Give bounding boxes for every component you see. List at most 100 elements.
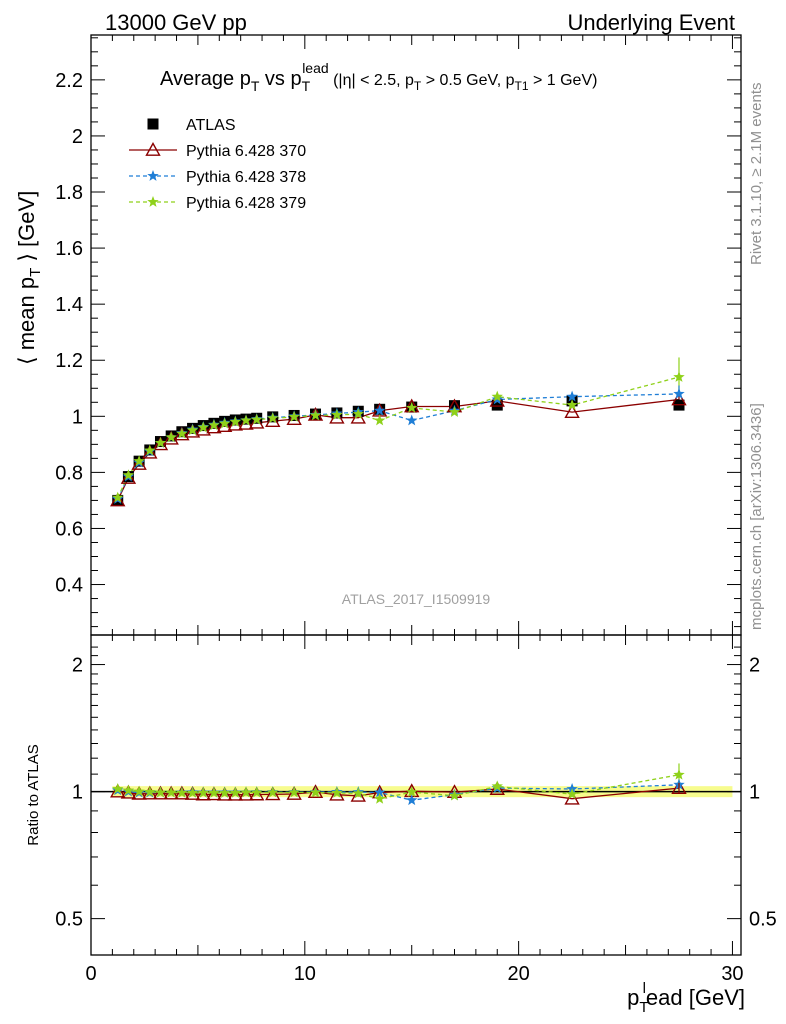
y-tick-label: 1.8 — [55, 182, 83, 204]
ratio-point — [144, 785, 156, 797]
data-point-mc — [373, 414, 386, 426]
data-point-mc — [197, 421, 209, 433]
data-point-mc — [373, 404, 386, 416]
ratio-point — [133, 785, 145, 797]
ratio-plot-frame — [90, 634, 742, 956]
data-point-mc — [251, 413, 263, 425]
data-point-mc — [238, 415, 254, 430]
x-tick-label: 20 — [508, 963, 530, 985]
ratio-point — [112, 783, 124, 794]
ratio-point — [448, 789, 461, 801]
ratio-point — [566, 788, 578, 800]
ratio-point — [267, 786, 279, 798]
analysis-watermark: ATLAS_2017_I1509919 — [342, 591, 491, 607]
ratio-point — [216, 786, 233, 801]
ratio-y-tick-label-right: 2 — [749, 655, 760, 677]
ratio-point — [491, 780, 503, 792]
legend-marker — [147, 118, 159, 130]
y-tick-label: 1.4 — [55, 294, 83, 316]
legend-label: Pythia 6.428 378 — [186, 169, 306, 186]
ratio-point — [186, 786, 199, 798]
ratio-point — [165, 786, 177, 798]
data-point-mc — [154, 436, 167, 448]
x-tick-label: 30 — [721, 963, 743, 985]
data-point-mc — [176, 427, 188, 439]
data-point-atlas — [491, 399, 503, 411]
data-point-mc — [673, 387, 685, 399]
data-point-mc — [566, 399, 578, 410]
ratio-point — [309, 786, 322, 798]
ratio-y-tick-label: 1 — [72, 782, 83, 804]
ratio-point — [373, 792, 386, 804]
data-point-mc — [133, 455, 145, 467]
data-point-mc — [406, 401, 418, 413]
data-point-mc — [671, 391, 687, 406]
y-tick-label: 2 — [72, 126, 83, 148]
data-point-mc — [448, 406, 461, 417]
data-point-mc — [208, 419, 220, 431]
data-point-mc — [404, 398, 420, 413]
data-point-mc — [186, 424, 199, 436]
data-point-mc — [331, 408, 343, 420]
ratio-point — [152, 785, 169, 800]
ratio-point — [240, 786, 252, 798]
y-tick-label: 1.2 — [55, 350, 83, 372]
data-point-mc — [249, 414, 265, 429]
ratio-point — [176, 786, 188, 798]
data-point-mc — [216, 418, 233, 433]
y-tick-label: 0.6 — [55, 518, 83, 540]
data-point-mc — [564, 404, 580, 419]
ratio-y-axis-label: Ratio to ATLAS — [25, 744, 42, 845]
data-point-mc — [229, 415, 242, 427]
chart-marks-group: 0 10 20 30 0.4 0.6 0.8 1 1.2 1.4 1.6 1.8 2 2.2 0.5 0.5 1… — [55, 34, 777, 985]
ratio-point — [350, 787, 366, 802]
data-point-mc — [152, 436, 169, 451]
data-point-mc — [120, 470, 137, 484]
data-point-mc — [265, 413, 281, 427]
y-tick-label: 2.2 — [55, 70, 83, 92]
data-point-mc — [195, 421, 211, 436]
ratio-point — [329, 786, 345, 801]
y-tick-label: 1 — [72, 406, 83, 428]
data-point-mc — [309, 409, 322, 421]
data-point-mc — [288, 410, 300, 422]
y-tick-label: 0.8 — [55, 462, 83, 484]
data-point-mc — [184, 423, 201, 438]
legend-marker — [145, 142, 161, 156]
data-point-mc — [329, 409, 345, 424]
ratio-point — [208, 786, 220, 798]
data-point-mc — [218, 417, 231, 429]
data-point-mc — [131, 456, 147, 470]
header-right-label: Underlying Event — [567, 10, 735, 35]
x-axis-label: pTlead [GeV] — [627, 980, 745, 1016]
data-point-mc — [286, 411, 302, 426]
ratio-point — [406, 786, 418, 797]
rivet-version-label: Rivet 3.1.10, ≥ 2.1M events — [748, 83, 765, 266]
x-tick-label: 10 — [294, 963, 316, 985]
data-point-mc — [142, 444, 158, 459]
ratio-point — [122, 784, 135, 796]
ratio-point — [288, 786, 300, 798]
main-y-axis-label: ⟨ mean pT ⟩ [GeV] — [14, 191, 44, 365]
y-tick-label: 1.6 — [55, 238, 83, 260]
legend-marker — [147, 196, 159, 207]
ratio-point — [251, 786, 263, 798]
data-point-mc — [110, 492, 126, 507]
data-point-mc — [227, 416, 244, 431]
header-left-label: 13000 GeV pp — [105, 10, 247, 35]
legend-label: ATLAS — [186, 117, 236, 134]
ratio-point — [373, 786, 386, 798]
data-point-mc — [267, 412, 279, 424]
legend-label: Pythia 6.428 370 — [186, 143, 306, 160]
data-point-mc — [673, 371, 685, 382]
ratio-point — [238, 786, 254, 801]
main-plot-title: Average pT vs pTlead (|η| < 2.5, pT > 0.… — [160, 60, 597, 94]
data-point-mc — [352, 408, 364, 419]
ratio-y-tick-label: 2 — [72, 655, 83, 677]
data-point-mc — [240, 414, 252, 426]
mcplots-reference-label: mcplots.cern.ch [arXiv:1306.3436] — [748, 403, 765, 630]
ratio-point — [197, 786, 209, 798]
data-point-mc — [165, 431, 177, 443]
series-line — [117, 398, 680, 501]
